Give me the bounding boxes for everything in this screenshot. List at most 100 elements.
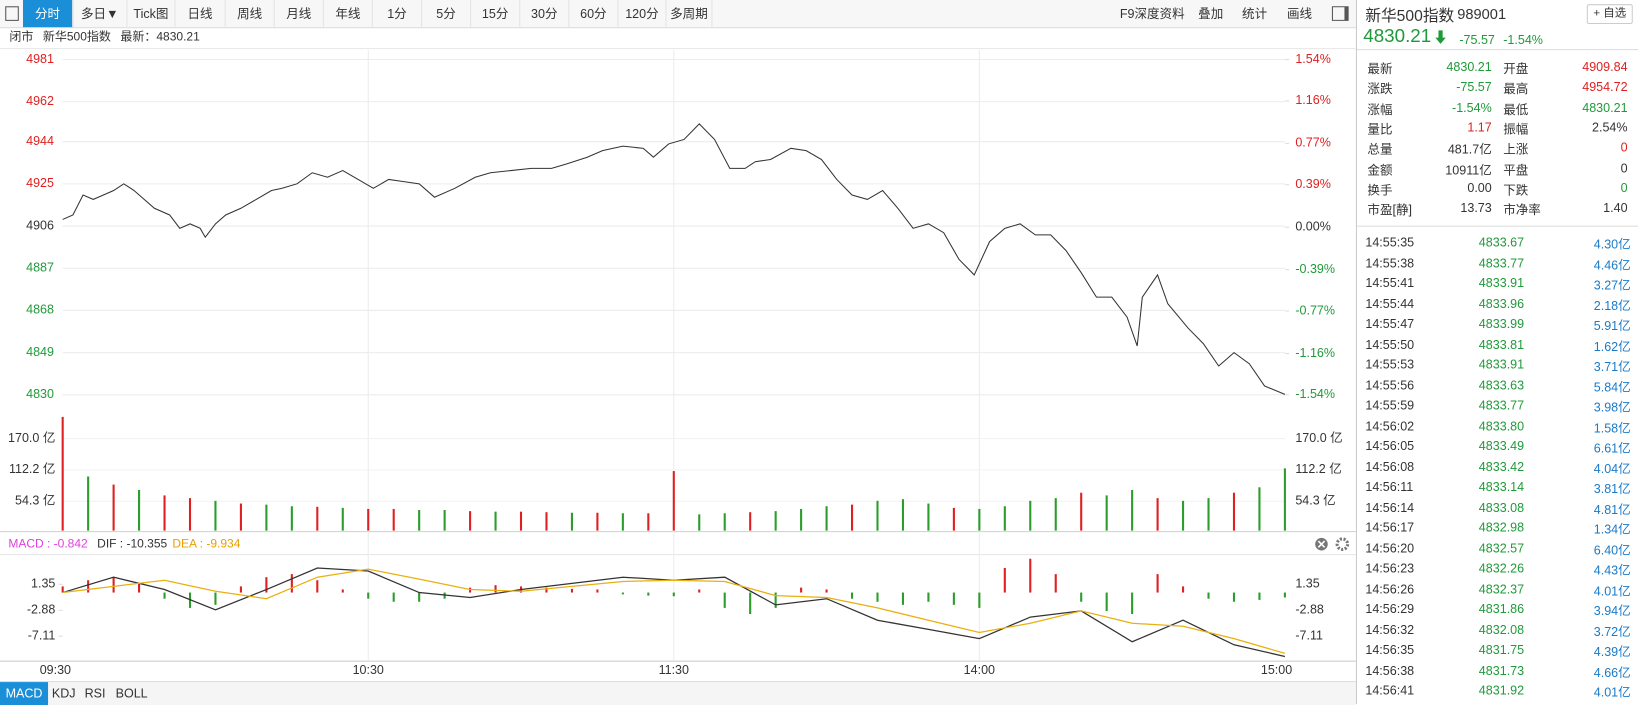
sidebar-icon[interactable] [5,6,19,21]
toolbar-item[interactable]: 多周期 [666,0,713,28]
toolbar-item[interactable]: 15分 [471,0,521,28]
volume-bar [316,506,319,531]
y-tick-label: 54.3 亿 [15,494,55,508]
toolbar-item[interactable]: 年线 [324,0,373,28]
toolbar-item[interactable]: 5分 [422,0,472,28]
tick-time: 14:56:38 [1365,662,1415,678]
tab[interactable]: MACD [0,682,49,705]
stat-label: 平盘 [1503,162,1529,178]
tick-price: 4833.96 [1478,296,1525,311]
stat-label: 量比 [1367,122,1393,137]
volume-bar [545,512,548,531]
tick-time: 14:56:26 [1365,581,1415,596]
tab[interactable]: BOLL [115,686,148,701]
tick-time: 14:56:05 [1365,438,1415,454]
toolbar-item[interactable]: 分时 [22,0,74,28]
macd-bar [214,592,217,605]
tick-time: 14:55:47 [1365,316,1415,332]
tick-price: 4833.77 [1478,255,1525,271]
tick-volume: 4.39亿 [1593,644,1631,660]
tick-volume: 3.98亿 [1593,400,1631,415]
volume-bar [1232,492,1236,531]
indicator-label: DIF : -10.355 [97,536,167,550]
stat-label: 最高 [1503,81,1529,97]
tick-volume: 3.27亿 [1593,277,1631,293]
y-tick-label: 4962 [26,94,54,108]
volume-bar [1003,506,1006,531]
stat-label: 最新 [1367,61,1393,77]
tick-price: 4832.08 [1478,622,1525,637]
tick-time: 14:55:59 [1365,397,1415,413]
stat-label: 振幅 [1503,122,1529,137]
toolbar-item[interactable]: 叠加 [1198,6,1224,21]
macd-bar [825,589,828,593]
tick-volume: 1.62亿 [1593,338,1631,354]
y-tick-label: -7.11 [28,629,56,643]
volume-bar [1283,468,1286,531]
y-tick-label: 4944 [26,134,54,148]
stat-label: 总量 [1367,142,1393,157]
volume-bar [265,504,268,531]
tick-price: 4831.92 [1478,683,1525,698]
add-watchlist[interactable]: + 自选 [1586,4,1633,25]
stat-value: 0 [1620,180,1628,196]
macd-bar [61,586,64,593]
tab[interactable]: KDJ [51,686,76,701]
tick-price: 4832.37 [1478,581,1525,596]
toolbar-item[interactable]: 统计 [1242,6,1268,21]
tick-price: 4833.08 [1478,499,1525,515]
macd-bar [1258,592,1261,600]
volume-bar [570,512,573,531]
stat-value: 481.7亿 [1447,142,1492,157]
macd-bar [290,574,293,593]
toolbar-item[interactable]: 月线 [275,0,324,28]
tick-time: 14:55:38 [1365,255,1415,271]
volume-bar [723,513,726,531]
y-tick-label: 112.2 亿 [9,462,55,476]
toolbar-item[interactable]: 30分 [520,0,570,28]
quote-name: 新华500指数 [1365,7,1455,26]
volume-bar [519,511,523,531]
y2-tick-label: 0.00% [1295,219,1331,233]
toolbar-item[interactable]: Tick图 [127,0,176,28]
macd-bar [978,592,981,608]
panel-icon[interactable] [1331,6,1349,21]
macd-bar [952,592,955,605]
toolbar-item[interactable]: F9深度资料 [1119,6,1185,21]
y2-tick-label: -0.77% [1295,303,1335,317]
chart: 09:30 10:30 11:30 14:00 15:00 4981 4962 4944 492… [0,50,1356,677]
toolbar-item[interactable]: 多日▼ [73,0,128,28]
x-tick-label: 10:30 [353,663,384,677]
volume-bar [850,504,854,531]
stat-value: 2.54% [1591,120,1628,135]
toolbar-item[interactable]: 日线 [175,0,226,28]
macd-bar [723,592,726,608]
stat-label: 换手 [1367,182,1393,198]
tick-time: 14:56:20 [1365,540,1415,556]
toolbar-item[interactable]: 画线 [1286,6,1313,21]
toolbar-item[interactable]: 1分 [373,0,423,28]
macd-bar [927,592,930,602]
y2-tick-label: -2.88 [1295,603,1324,617]
tick-price: 4832.26 [1478,560,1525,576]
indicator-tabs: MACD KDJ RSI BOLL [0,681,1356,705]
tick-volume: 4.43亿 [1593,562,1631,578]
settings-icon[interactable] [1335,537,1350,551]
toolbar-item[interactable]: 60分 [569,0,619,28]
tick-volume: 3.71亿 [1593,359,1631,374]
status: 闭市 [9,31,34,44]
tick-price: 4832.98 [1478,520,1525,535]
tab[interactable]: RSI [84,686,106,701]
toolbar-item[interactable]: 周线 [226,0,275,28]
y-tick-label: 4868 [26,303,54,317]
divider [1356,225,1638,227]
tick-price: 4831.75 [1478,642,1525,657]
y2-tick-label: 1.35 [1295,577,1319,591]
tick-time: 14:56:17 [1365,520,1415,535]
volume-bar [112,484,115,531]
toolbar-item[interactable]: 120分 [618,0,667,28]
stat-label: 上涨 [1503,142,1529,157]
macd-bar [545,587,548,593]
volume-bar [800,508,803,531]
macd-bar [494,585,497,593]
